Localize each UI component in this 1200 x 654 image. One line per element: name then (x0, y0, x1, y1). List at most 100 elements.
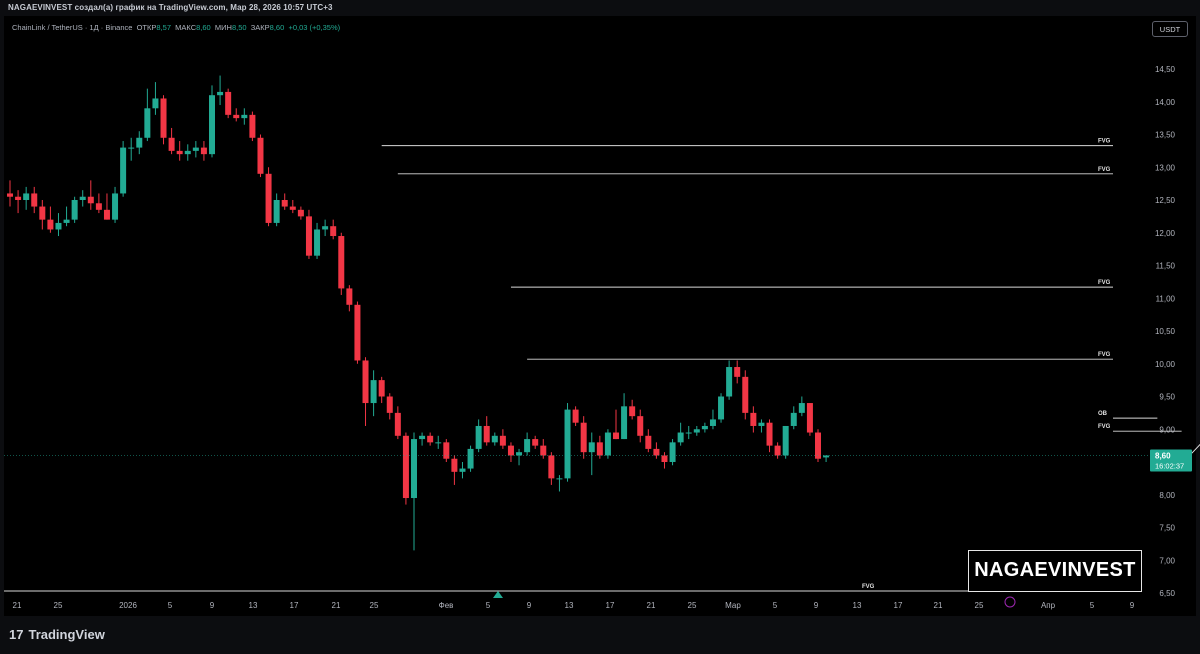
time-tick-13: 17 (606, 601, 615, 610)
candle-body-5 (47, 219, 54, 230)
candle-body-91 (742, 376, 749, 413)
candle-body-0 (7, 193, 13, 197)
candle-body-29 (241, 114, 248, 119)
time-tick-11: 9 (527, 601, 532, 610)
time-tick-22: 25 (975, 601, 984, 610)
candle-body-3 (31, 193, 38, 207)
price-tick-13: 13,00 (1155, 163, 1176, 172)
candle-body-89 (726, 367, 733, 397)
candle-body-62 (507, 445, 514, 456)
brand-watermark: NAGAEVINVEST (968, 550, 1142, 592)
time-tick-5: 13 (249, 601, 258, 610)
candle-body-17 (144, 108, 151, 138)
candle-body-98 (798, 403, 805, 413)
time-tick-0: 21 (13, 601, 22, 610)
candle-body-4 (39, 206, 46, 220)
symbol-name: ChainLink / TetherUS · 1Д · Binance (12, 23, 133, 32)
tradingview-logo[interactable]: 17 TradingView (9, 627, 105, 642)
time-tick-21: 21 (934, 601, 943, 610)
candle-body-82 (669, 442, 676, 462)
level-lines: FVG FVG FVG FVG OB FVG FVG (4, 139, 1182, 592)
candle-body-79 (645, 435, 652, 449)
candle-body-74 (604, 432, 611, 456)
price-tag-value: 8,60 (1155, 451, 1171, 460)
candles (7, 75, 830, 551)
candle-body-57 (467, 448, 474, 469)
price-tag-box (1150, 449, 1192, 472)
time-tick-12: 13 (565, 601, 574, 610)
candle-body-48 (394, 412, 401, 436)
candle-body-38 (314, 229, 321, 256)
price-tick-15: 14,00 (1155, 98, 1176, 107)
change-value: +0,03 (+0,35%) (288, 23, 341, 32)
candle-body-47 (386, 396, 393, 413)
candle-body-70 (572, 409, 579, 423)
candle-body-7 (63, 219, 70, 223)
candle-body-2 (23, 193, 30, 200)
price-axis: 6,507,007,508,008,509,009,5010,0010,5011… (1155, 65, 1176, 598)
candle-body-77 (629, 406, 636, 417)
open-value: 8,57 (156, 23, 171, 32)
candle-body-34 (281, 200, 288, 207)
candle-body-19 (160, 98, 167, 138)
candle-body-81 (661, 455, 668, 462)
candle-body-87 (709, 419, 716, 426)
candle-body-55 (451, 458, 458, 472)
price-tick-6: 9,50 (1159, 393, 1175, 402)
publish-header: NAGAEVINVEST создал(а) график на Trading… (0, 0, 1200, 16)
candle-body-39 (322, 226, 329, 230)
time-tick-4: 9 (210, 601, 215, 610)
candle-body-13 (112, 193, 119, 220)
time-tick-2: 2026 (119, 601, 137, 610)
level-label-4: OB (1098, 411, 1108, 417)
candle-body-14 (120, 147, 127, 194)
close-label: ЗАКР (250, 23, 270, 32)
time-tick-15: 25 (688, 601, 697, 610)
price-tick-3: 8,00 (1159, 491, 1175, 500)
candle-body-23 (192, 147, 199, 151)
candle-body-99 (806, 403, 813, 433)
candle-body-61 (499, 435, 506, 446)
price-tick-16: 14,50 (1155, 65, 1176, 74)
candle-body-86 (701, 425, 708, 430)
price-tick-12: 12,50 (1155, 196, 1176, 205)
candle-body-80 (653, 448, 660, 456)
time-tick-20: 17 (894, 601, 903, 610)
alert-icon (1004, 596, 1016, 608)
candle-body-94 (766, 422, 773, 446)
candle-body-51 (419, 435, 426, 440)
chart-panel[interactable] (4, 16, 1196, 616)
price-tick-10: 11,50 (1156, 262, 1176, 271)
close-value: 8,60 (269, 23, 285, 32)
candle-body-18 (152, 98, 159, 109)
symbol-legend[interactable]: ChainLink / TetherUS · 1Д · Binance ОТКР… (12, 23, 340, 32)
candle-body-44 (362, 360, 369, 404)
candle-body-78 (637, 416, 644, 436)
currency-button[interactable]: USDT (1152, 21, 1188, 37)
candle-body-71 (580, 422, 587, 453)
candle-body-11 (95, 203, 102, 210)
price-tick-11: 12,00 (1155, 229, 1176, 238)
candle-body-41 (338, 236, 345, 289)
time-tick-7: 21 (332, 601, 341, 610)
candle-body-97 (790, 412, 797, 426)
candle-body-58 (475, 425, 482, 449)
price-tick-2: 7,50 (1159, 524, 1175, 533)
candle-body-26 (217, 91, 224, 96)
level-label-0: FVG (1098, 139, 1111, 145)
candle-body-59 (483, 425, 490, 443)
price-chart[interactable]: FVG FVG FVG FVG OB FVG FVG 6,50 7,00 7,50 8,00 8,5… (0, 0, 1200, 616)
level-label-2: FVG (1098, 280, 1111, 286)
high-value: 8,60 (196, 23, 211, 32)
level-label-6: FVG (862, 584, 875, 590)
low-label: МИН (214, 23, 232, 32)
candle-body-40 (330, 226, 337, 237)
candle-body-15 (128, 147, 135, 149)
price-tick-14: 13,50 (1155, 131, 1176, 140)
candle-body-68 (556, 478, 563, 480)
high-label: МАКС (175, 23, 197, 32)
open-label: ОТКР (136, 23, 157, 32)
candle-body-1 (15, 196, 22, 200)
candle-body-101 (823, 455, 830, 458)
